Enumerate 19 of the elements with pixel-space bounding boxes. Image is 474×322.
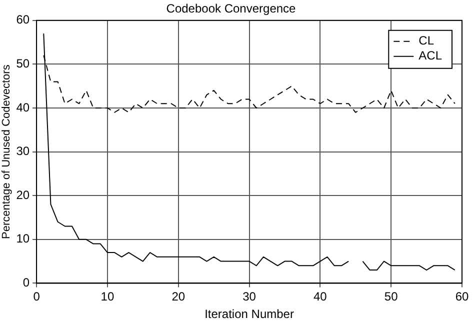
y-axis-title: Percentage of Unused Codevectors bbox=[0, 64, 13, 239]
x-tick-label: 60 bbox=[455, 290, 469, 304]
x-tick-label: 40 bbox=[314, 290, 328, 304]
y-tick-label: 10 bbox=[16, 232, 30, 246]
legend-label: ACL bbox=[418, 48, 442, 63]
y-tick-label: 50 bbox=[16, 56, 30, 71]
y-tick-label: 0 bbox=[22, 276, 30, 290]
x-tick-label: 20 bbox=[172, 290, 186, 304]
x-tick-label: 50 bbox=[384, 290, 398, 304]
x-tick-label: 0 bbox=[33, 290, 40, 304]
y-tick-label: 60 bbox=[16, 12, 30, 27]
chart-title: Codebook Convergence bbox=[166, 2, 296, 16]
y-tick-label: 40 bbox=[16, 100, 30, 114]
legend-label: CL bbox=[418, 34, 434, 48]
x-tick-label: 10 bbox=[100, 290, 114, 304]
x-axis-title: Iteration Number bbox=[204, 307, 294, 322]
x-tick-label: 30 bbox=[242, 290, 256, 304]
y-tick-label: 20 bbox=[16, 188, 30, 202]
y-tick-label: 30 bbox=[16, 144, 30, 158]
